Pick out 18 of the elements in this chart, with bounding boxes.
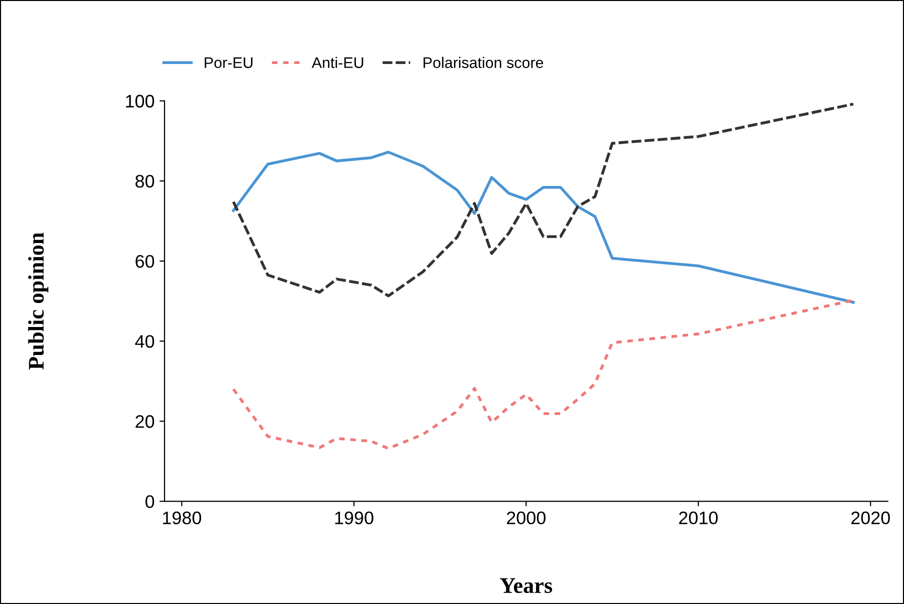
x-tick-label: 2010	[679, 512, 718, 524]
y-tick-label: 20	[136, 415, 154, 428]
y-axis-title: Public opinion	[28, 232, 48, 370]
legend-label: Por-EU	[204, 57, 252, 68]
x-tick-label: 2000	[506, 512, 546, 524]
line-series	[232, 102, 855, 298]
y-tick-label: 60	[136, 254, 154, 268]
y-tick-label: 80	[136, 174, 154, 188]
legend-label: Polarisation score	[424, 56, 544, 68]
y-tick-label: 40	[135, 335, 154, 348]
y-tick-label: 0	[145, 495, 154, 508]
legend-label: Anti-EU	[312, 56, 364, 68]
x-tick-label: 1990	[335, 512, 374, 524]
y-tick-label: 100	[126, 94, 154, 108]
x-tick-label: 2020	[851, 512, 890, 524]
x-axis-title: Years	[500, 578, 552, 594]
x-tick-label: 1980	[163, 512, 202, 524]
line-series	[232, 150, 855, 304]
